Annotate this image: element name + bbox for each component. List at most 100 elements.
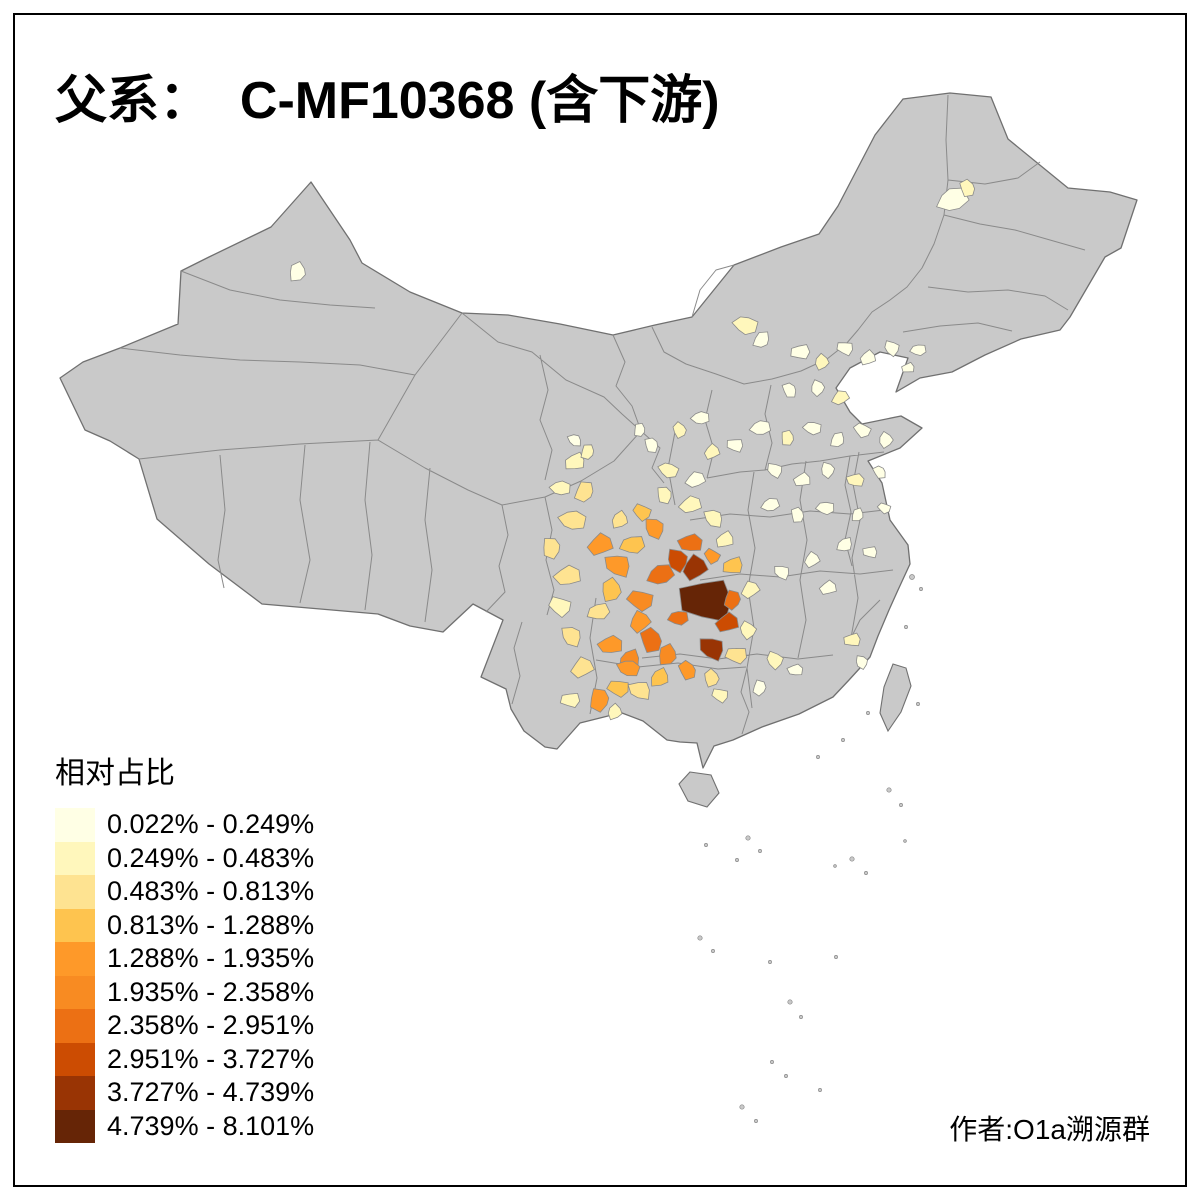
legend-label: 1.935% - 2.358%: [107, 976, 315, 1007]
legend-label: 2.951% - 3.727%: [107, 1043, 315, 1074]
prefecture-region: [852, 422, 872, 439]
legend-swatch: [55, 1109, 95, 1143]
legend-label: 0.249% - 0.483%: [107, 842, 315, 873]
prefecture-region: [632, 503, 652, 523]
island-dot: [866, 711, 870, 715]
prefecture-region: [739, 620, 758, 641]
island-dot: [864, 871, 868, 875]
island-dot: [849, 856, 855, 862]
prefecture-region: [723, 589, 741, 611]
south-sea-islands: [697, 574, 923, 1123]
prefecture-region: [760, 498, 781, 512]
prefecture-region: [790, 344, 811, 360]
prefecture-region: [821, 461, 836, 480]
prefecture-region: [836, 537, 852, 552]
island-dot: [799, 1015, 803, 1019]
prefecture-region: [731, 316, 759, 336]
prefecture-region: [790, 506, 805, 523]
island-dot: [754, 1119, 758, 1123]
prefecture-region: [639, 626, 662, 653]
prefecture-region: [615, 660, 641, 677]
prefecture-region: [611, 509, 629, 529]
island-dot: [787, 999, 793, 1005]
prefecture-region: [684, 471, 707, 488]
island-dot: [770, 1060, 774, 1064]
prefecture-region: [543, 537, 561, 560]
prefecture-region: [724, 647, 747, 665]
prefecture-region: [586, 532, 614, 556]
island-dot: [758, 849, 762, 853]
prefecture-region: [676, 533, 703, 552]
prefecture-region: [659, 642, 677, 666]
legend-swatch: [55, 808, 95, 842]
legend-entry: 1.288% - 1.935%: [55, 942, 314, 976]
prefecture-region: [651, 666, 669, 687]
legend-swatch: [55, 908, 95, 942]
prefecture-region: [752, 331, 770, 348]
prefecture-region: [815, 352, 830, 371]
prefecture-region: [552, 564, 581, 585]
island-dot: [739, 1104, 745, 1110]
legend-label: 0.813% - 1.288%: [107, 909, 315, 940]
island-dot: [904, 625, 908, 629]
prefecture-region: [748, 420, 772, 435]
legend-label: 0.022% - 0.249%: [107, 809, 315, 840]
island-dot: [886, 787, 892, 793]
prefecture-region: [862, 546, 878, 559]
prefecture-region: [811, 379, 826, 398]
legend-swatch: [55, 1076, 95, 1110]
island-dot: [919, 587, 923, 591]
prefecture-region: [645, 518, 664, 540]
prefecture-region: [786, 663, 804, 676]
prefecture-region: [565, 451, 585, 470]
prefecture-region: [607, 702, 623, 721]
island-dot: [903, 839, 907, 843]
prefecture-region: [682, 553, 709, 582]
prefecture-region: [859, 348, 877, 366]
prefecture-region: [704, 667, 720, 688]
prefecture-region: [726, 439, 744, 453]
prefecture-region: [884, 340, 900, 358]
island-dot: [704, 843, 708, 847]
prefecture-region: [557, 510, 587, 530]
prefecture-region: [586, 602, 611, 620]
island-dot: [768, 960, 772, 964]
prefecture-region: [289, 260, 306, 282]
prefecture-region: [740, 580, 761, 600]
prefecture-region: [711, 688, 729, 704]
prefecture-region: [879, 430, 894, 450]
legend-label: 0.483% - 0.813%: [107, 876, 315, 907]
prefecture-region: [644, 437, 659, 453]
prefecture-regions: [289, 178, 976, 721]
legend-swatch: [55, 975, 95, 1009]
prefecture-region: [646, 564, 676, 585]
prefecture-region: [590, 688, 610, 713]
island-dot: [697, 935, 703, 941]
prefecture-region: [855, 655, 868, 671]
prefecture-region: [625, 590, 654, 613]
prefecture-region: [767, 463, 783, 479]
attribution-text: 作者:O1a溯源群: [949, 1114, 1150, 1145]
prefecture-region: [715, 530, 734, 548]
prefecture-region: [872, 465, 886, 479]
prefecture-region: [573, 481, 594, 503]
legend-swatch: [55, 875, 95, 909]
prefecture-region: [774, 565, 790, 581]
prefecture-region: [570, 656, 595, 679]
prefecture-region: [634, 422, 646, 437]
prefecture-region: [606, 680, 629, 698]
prefecture-region: [561, 627, 581, 648]
legend-swatch: [55, 942, 95, 976]
prefecture-region: [714, 611, 740, 633]
prefecture-region: [672, 421, 687, 440]
prefecture-region: [818, 579, 837, 595]
prefecture-region: [596, 634, 623, 653]
legend-entry: 3.727% - 4.739%: [55, 1076, 314, 1110]
prefecture-region: [836, 342, 853, 357]
legend-label: 4.739% - 8.101%: [107, 1110, 315, 1141]
prefecture-region: [604, 555, 630, 578]
prefecture-region: [801, 422, 822, 436]
legend-entry: 2.951% - 3.727%: [55, 1042, 315, 1076]
prefecture-region: [629, 609, 652, 634]
